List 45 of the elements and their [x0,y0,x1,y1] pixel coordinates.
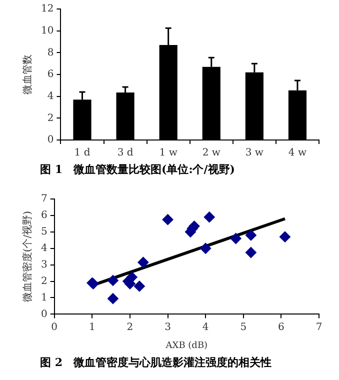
y-tick-label: 4 [40,242,48,254]
y-tick-label: 5 [40,226,48,238]
y-tick-label: 10 [40,25,54,36]
point [107,274,118,286]
y-tick-label: 12 [40,4,54,15]
y-tick-label: 0 [40,308,48,320]
x-axis-title: AXB (dB) [164,340,208,351]
y-axis-title: 微血管数 [22,54,34,94]
x-tick-label: 1 w [159,148,178,159]
y-tick-label: 1 [40,292,48,304]
point [162,214,174,226]
x-tick-label: 2 [126,322,134,333]
y-tick-label: 6 [47,69,54,80]
x-tick-label: 3 d [117,148,134,159]
point [126,272,138,283]
point [200,242,212,254]
y-tick-label: 8 [47,47,54,58]
x-tick-label: 3 [164,322,171,333]
point [107,293,118,304]
x-tick-label: 2 w [202,148,221,159]
point [134,280,145,292]
point [279,231,290,242]
y-tick-label: 6 [40,210,48,222]
point [230,232,242,244]
y-tick-label: 7 [40,194,48,205]
point [245,230,256,241]
y-tick-label: 0 [47,134,54,146]
x-tick-label: 6 [278,322,284,333]
x-tick-label: 4 [202,322,209,333]
y-tick-label: 2 [47,112,54,124]
text: 图 1 微血管数量比较图(单位:个/视野) [39,162,236,177]
y-tick-label: 3 [40,259,48,270]
x-tick-label: 1 d [74,148,91,159]
x-tick-label: 1 [88,322,96,333]
y-tick-label: 2 [40,276,48,287]
point [204,212,215,223]
text: 图 2 微血管密度与心肌造影灌注强度的相关性 [39,355,272,370]
point [138,256,149,268]
x-tick-label: 3 w [245,148,264,159]
x-tick-label: 4 w [288,148,307,159]
y-axis-title: 微血管密度(个/视野) [22,210,34,302]
x-tick-label: 5 [240,322,247,333]
x-tick-label: 7 [316,322,322,333]
point [245,246,256,258]
y-tick-label: 4 [47,90,54,102]
